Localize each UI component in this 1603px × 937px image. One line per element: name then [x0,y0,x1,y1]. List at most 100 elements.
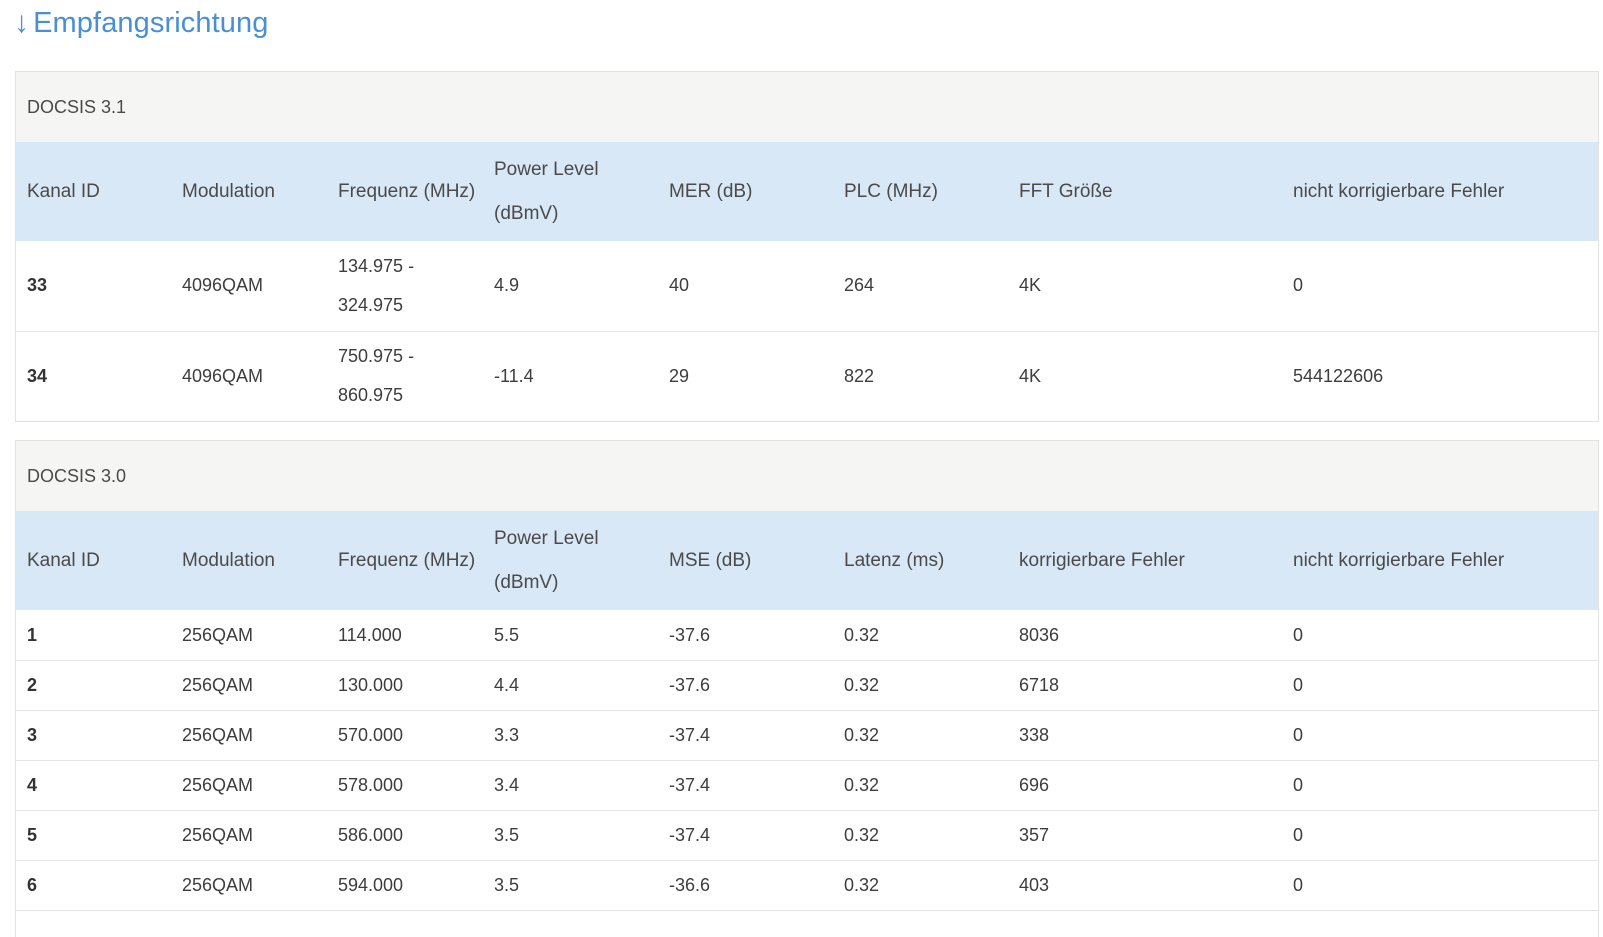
cell-kanal-id: 6 [16,860,171,911]
cell-modulation: 4096QAM [171,241,327,332]
cell-kanal-id: 2 [16,660,171,711]
docsis30-panel: DOCSIS 3.0 Kanal ID Modulation Frequenz … [15,440,1599,937]
column-header-latenz: Latenz (ms) [844,549,945,571]
cell-mse: -37.6 [658,660,833,711]
section-title: ↓ Empfangsrichtung [14,6,268,40]
table-row: 1 256QAM 114.000 5.5 -37.6 0.32 8036 0 [16,610,1598,661]
cell-mer: 29 [669,365,690,386]
docsis31-panel: DOCSIS 3.1 Kanal ID Modulation Frequenz … [15,71,1599,422]
cell-nicht-korrigierbare-fehler: 0 [1282,710,1598,761]
cell-fft-groesse: 4K [1019,365,1042,386]
table-header-row: Kanal ID Modulation Frequenz (MHz) Power… [16,511,1598,610]
cell-nicht-korrigierbare-fehler: 0 [1282,860,1598,911]
cell-mse: -37.4 [658,810,833,861]
column-header-power-level: Power Level (dBmV) [494,158,599,224]
cell-mse: -37.4 [658,710,833,761]
cell-nicht-korrigierbare-fehler: 0 [1282,241,1598,332]
cell-korrigierbare-fehler: 696 [1008,760,1282,811]
cell-korrigierbare-fehler: 6718 [1008,660,1282,711]
cell-kanal-id: 4 [16,760,171,811]
cell-frequenz: 114.000 [327,610,483,661]
cell-power-level: 3.5 [483,860,658,911]
column-header-kanal-id: Kanal ID [27,549,100,571]
section-title-label: Empfangsrichtung [33,6,269,39]
cell-plc: 264 [833,241,1008,332]
cell-korrigierbare-fehler: 403 [1008,860,1282,911]
cell-plc: 822 [844,365,875,386]
cell-power-level: 3.5 [483,810,658,861]
column-header-modulation: Modulation [182,549,275,571]
column-header-plc: PLC (MHz) [844,180,938,202]
cell-power-level: 5.5 [483,610,658,661]
cell-latenz: 0.32 [833,860,1008,911]
cell-modulation: 256QAM [171,860,327,911]
cell-power-level: 4.9 [483,241,658,332]
cell-kanal-id: 1 [16,610,171,661]
cell-mse: -36.6 [658,860,833,911]
docsis30-table: Kanal ID Modulation Frequenz (MHz) Power… [16,511,1598,911]
table-row: 34 4096QAM 750.975 - 860.975 -11.4 29 82… [16,331,1598,421]
cell-nicht-korrigierbare-fehler: 0 [1282,610,1598,661]
column-header-nicht-korrigierbare-fehler: nicht korrigierbare Fehler [1293,549,1505,571]
cell-latenz: 0.32 [833,610,1008,661]
cell-mer: 40 [658,241,833,332]
cell-frequenz: 586.000 [327,810,483,861]
table-row: 4 256QAM 578.000 3.4 -37.4 0.32 696 0 [16,760,1598,811]
column-header-korrigierbare-fehler: korrigierbare Fehler [1019,549,1185,571]
column-header-power-level: Power Level (dBmV) [494,527,599,593]
table-header-row: Kanal ID Modulation Frequenz (MHz) Power… [16,142,1598,241]
cell-kanal-id: 3 [16,710,171,761]
table-row: 6 256QAM 594.000 3.5 -36.6 0.32 403 0 [16,860,1598,911]
cell-kanal-id: 34 [27,365,48,386]
cell-modulation: 256QAM [171,710,327,761]
column-header-frequenz: Frequenz (MHz) [338,180,476,202]
column-header-kanal-id: Kanal ID [27,180,100,202]
cell-latenz: 0.32 [833,660,1008,711]
cell-modulation: 256QAM [171,660,327,711]
cell-kanal-id: 33 [16,241,171,332]
column-header-mse: MSE (dB) [669,549,752,571]
cell-latenz: 0.32 [833,810,1008,861]
column-header-modulation: Modulation [182,180,275,202]
cell-latenz: 0.32 [833,710,1008,761]
cell-power-level: 4.4 [483,660,658,711]
cell-fft-groesse: 4K [1008,241,1282,332]
cell-power-level: 3.3 [483,710,658,761]
table-row: 5 256QAM 586.000 3.5 -37.4 0.32 357 0 [16,810,1598,861]
cell-modulation: 256QAM [171,760,327,811]
column-header-frequenz: Frequenz (MHz) [338,549,476,571]
cell-frequenz: 130.000 [327,660,483,711]
cell-korrigierbare-fehler: 338 [1008,710,1282,761]
docsis31-table: Kanal ID Modulation Frequenz (MHz) Power… [16,142,1598,421]
cell-mse: -37.4 [658,760,833,811]
column-header-nicht-korrigierbare-fehler: nicht korrigierbare Fehler [1293,180,1505,202]
arrow-down-icon: ↓ [14,6,30,39]
column-header-mer: MER (dB) [669,180,753,202]
cell-latenz: 0.32 [833,760,1008,811]
cell-frequenz: 594.000 [327,860,483,911]
cell-kanal-id: 5 [16,810,171,861]
cell-frequenz: 750.975 - 860.975 [338,346,415,406]
cell-nicht-korrigierbare-fehler: 0 [1282,760,1598,811]
cell-power-level: -11.4 [494,365,534,386]
table-row: 2 256QAM 130.000 4.4 -37.6 0.32 6718 0 [16,660,1598,711]
cell-modulation: 4096QAM [182,365,264,386]
cell-power-level: 3.4 [483,760,658,811]
table-row: 3 256QAM 570.000 3.3 -37.4 0.32 338 0 [16,710,1598,761]
cell-korrigierbare-fehler: 357 [1008,810,1282,861]
cell-modulation: 256QAM [171,610,327,661]
cell-nicht-korrigierbare-fehler: 0 [1282,810,1598,861]
cell-modulation: 256QAM [171,810,327,861]
cell-nicht-korrigierbare-fehler: 544122606 [1293,365,1384,386]
cell-korrigierbare-fehler: 8036 [1008,610,1282,661]
cell-frequenz: 134.975 - 324.975 [327,241,483,332]
table-row: 33 4096QAM 134.975 - 324.975 4.9 40 264 … [16,241,1598,332]
cell-nicht-korrigierbare-fehler: 0 [1282,660,1598,711]
column-header-fft-groesse: FFT Größe [1019,180,1113,202]
cell-frequenz: 578.000 [327,760,483,811]
cell-mse: -37.6 [658,610,833,661]
docsis30-panel-title: DOCSIS 3.0 [16,441,1598,511]
cell-frequenz: 570.000 [327,710,483,761]
docsis31-panel-title: DOCSIS 3.1 [16,72,1598,142]
